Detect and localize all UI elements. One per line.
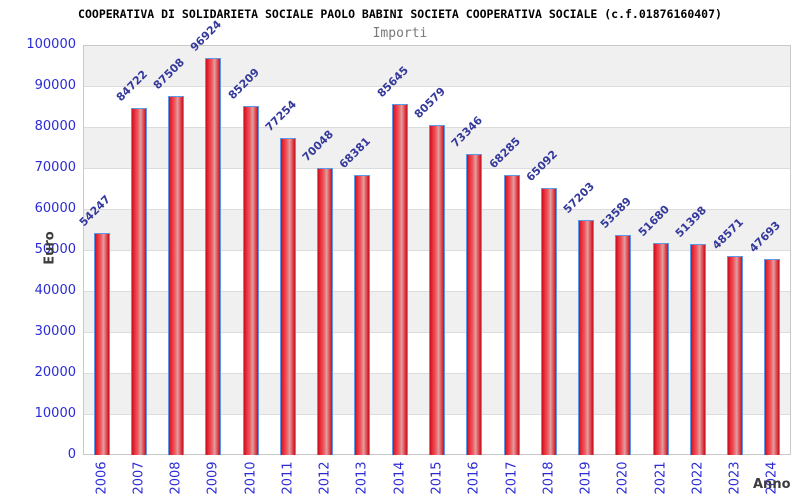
bar bbox=[615, 235, 632, 455]
x-tick-label: 2009 bbox=[205, 461, 221, 495]
x-tick-label: 2018 bbox=[541, 461, 557, 495]
bar bbox=[168, 96, 185, 455]
bar bbox=[242, 105, 259, 455]
bar bbox=[130, 107, 147, 455]
y-tick-label: 40000 bbox=[34, 283, 76, 298]
x-tick-label: 2006 bbox=[94, 461, 110, 495]
x-tick-label: 2020 bbox=[615, 461, 631, 495]
x-tick-label: 2022 bbox=[690, 461, 706, 495]
x-tick-label: 2011 bbox=[280, 461, 296, 495]
bar bbox=[764, 259, 781, 455]
x-tick-label: 2017 bbox=[504, 461, 520, 495]
bar bbox=[354, 174, 371, 455]
x-tick-label: 2007 bbox=[131, 461, 147, 495]
bar bbox=[429, 124, 445, 455]
y-tick-label: 50000 bbox=[34, 242, 76, 257]
chart-title: COOPERATIVA DI SOLIDARIETA SOCIALE PAOLO… bbox=[78, 7, 722, 21]
bar bbox=[689, 244, 706, 455]
gridline bbox=[84, 85, 790, 87]
x-axis-title: Anno bbox=[753, 477, 791, 492]
y-tick-label: 80000 bbox=[34, 119, 76, 134]
bar bbox=[727, 255, 744, 455]
bar bbox=[279, 138, 296, 455]
bar bbox=[205, 57, 222, 455]
bar bbox=[540, 188, 557, 455]
bar bbox=[391, 103, 408, 455]
bar bbox=[93, 232, 110, 455]
y-tick-label: 30000 bbox=[34, 324, 76, 339]
bar bbox=[503, 175, 520, 455]
x-tick-label: 2014 bbox=[392, 461, 408, 495]
x-tick-label: 2015 bbox=[429, 461, 445, 495]
y-tick-label: 60000 bbox=[34, 201, 76, 216]
x-tick-label: 2023 bbox=[727, 461, 743, 495]
bar bbox=[652, 243, 669, 455]
y-tick-label: 100000 bbox=[26, 37, 76, 52]
x-tick-label: 2016 bbox=[466, 461, 482, 495]
x-tick-label: 2008 bbox=[168, 461, 184, 495]
x-tick-label: 2010 bbox=[243, 461, 259, 495]
bar bbox=[317, 167, 334, 455]
x-tick-label: 2019 bbox=[578, 461, 594, 495]
bar bbox=[466, 154, 483, 455]
y-tick-label: 20000 bbox=[34, 365, 76, 380]
y-tick-label: 90000 bbox=[34, 78, 76, 93]
chart-subtitle: Importi bbox=[372, 26, 428, 41]
bar bbox=[578, 220, 595, 455]
y-tick-label: 10000 bbox=[34, 406, 76, 421]
y-tick-label: 70000 bbox=[34, 160, 76, 175]
y-tick-label: 0 bbox=[67, 447, 76, 462]
y-axis-title: Euro bbox=[42, 231, 58, 265]
x-tick-label: 2013 bbox=[354, 461, 370, 495]
x-tick-label: 2021 bbox=[653, 461, 669, 495]
x-tick-label: 2012 bbox=[317, 461, 333, 495]
